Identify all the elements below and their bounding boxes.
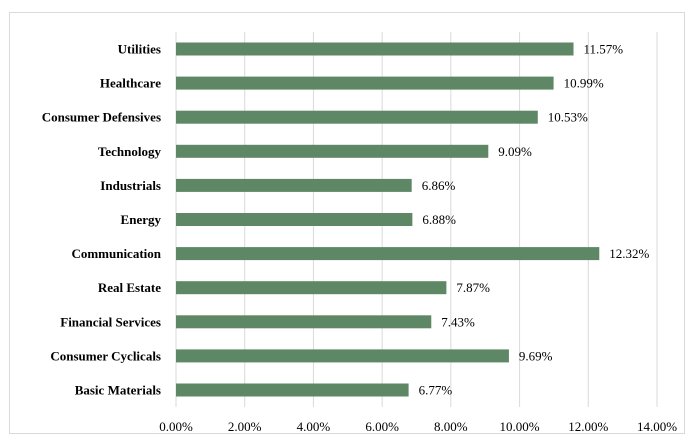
x-tick-label: 12.00% <box>568 419 608 434</box>
data-label: 10.53% <box>548 110 588 125</box>
data-label: 10.99% <box>564 76 604 91</box>
category-label: Financial Services <box>60 314 161 329</box>
data-label: 11.57% <box>584 42 624 57</box>
data-label: 7.43% <box>441 314 475 329</box>
data-label: 6.88% <box>422 212 456 227</box>
bar <box>176 281 447 295</box>
bar <box>176 247 600 261</box>
x-tick-label: 14.00% <box>637 419 677 434</box>
bar <box>176 383 409 397</box>
bar <box>176 144 489 158</box>
category-label: Utilities <box>118 42 161 57</box>
data-label: 6.77% <box>419 383 453 398</box>
bar <box>176 76 554 90</box>
bar <box>176 110 538 124</box>
x-tick-label: 4.00% <box>297 419 331 434</box>
x-tick-label: 2.00% <box>228 419 262 434</box>
bar <box>176 349 509 363</box>
gridlines <box>175 32 658 407</box>
x-tick-label: 0.00% <box>159 419 193 434</box>
category-label: Consumer Defensives <box>42 110 161 125</box>
data-label: 6.86% <box>422 178 456 193</box>
bar <box>176 178 412 192</box>
category-label: Healthcare <box>100 76 161 91</box>
category-label: Communication <box>71 246 161 261</box>
category-label: Consumer Cyclicals <box>50 348 161 363</box>
x-tick-label: 10.00% <box>500 419 540 434</box>
data-label: 7.87% <box>456 280 490 295</box>
data-label: 12.32% <box>609 246 649 261</box>
category-label: Basic Materials <box>75 383 161 398</box>
bar <box>176 315 432 329</box>
labels: 0.00% 2.00% 4.00% 6.00% 8.00% 10.00% 12.00% 14.… <box>42 42 677 435</box>
data-label: 9.09% <box>498 144 532 159</box>
x-tick-label: 6.00% <box>365 419 399 434</box>
category-label: Real Estate <box>98 280 161 295</box>
bar <box>176 42 574 56</box>
data-label: 9.69% <box>519 348 553 363</box>
bar <box>176 213 413 226</box>
x-tick-label: 8.00% <box>434 419 468 434</box>
category-label: Industrials <box>100 178 161 193</box>
category-label: Energy <box>121 212 162 227</box>
category-label: Technology <box>98 144 162 159</box>
bars <box>176 42 600 397</box>
